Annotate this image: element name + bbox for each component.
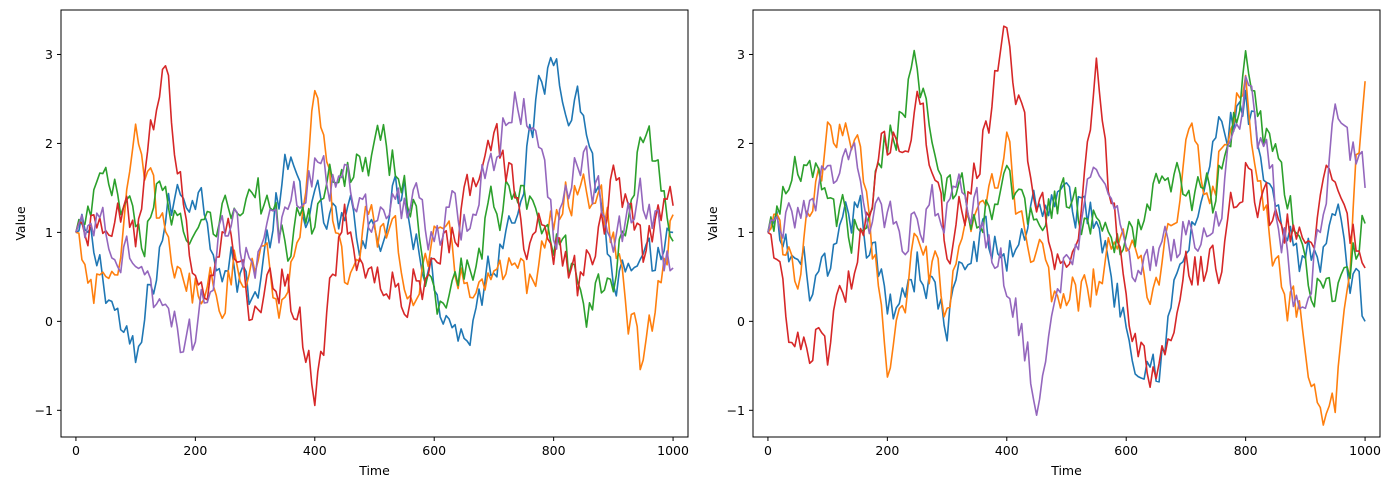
y-tick-label: 2 — [737, 136, 745, 151]
y-tick-label: 3 — [45, 47, 53, 62]
left-chart: 0 200 400 600 800 1000 −1 0 1 2 3 Time Value — [13, 9, 689, 478]
series-line-2 — [767, 74, 1366, 426]
y-tick-label: 0 — [737, 314, 745, 329]
axes-frame — [752, 9, 1381, 438]
y-tick-label: 0 — [45, 314, 53, 329]
x-tick-label: 600 — [422, 443, 446, 458]
y-tick-label: −1 — [35, 403, 53, 418]
series-group — [767, 25, 1366, 426]
x-tick-label: 400 — [995, 443, 1019, 458]
x-tick-label: 1000 — [657, 443, 689, 458]
x-tick-label: 0 — [764, 443, 772, 458]
y-tick-label: 2 — [45, 136, 53, 151]
x-tick-label: 0 — [72, 443, 80, 458]
series-line-3 — [75, 123, 674, 328]
series-line-1 — [767, 89, 1366, 383]
y-tick-label: 1 — [45, 225, 53, 240]
series-line-3 — [767, 49, 1366, 308]
axes-frame — [60, 9, 689, 438]
x-axis-label: Time — [358, 463, 390, 478]
x-tick-label: 400 — [303, 443, 327, 458]
x-tick-label: 1000 — [1349, 443, 1381, 458]
series-line-5 — [767, 75, 1366, 416]
y-axis-label: Value — [705, 206, 720, 241]
y-tick-label: 3 — [737, 47, 745, 62]
x-axis-label: Time — [1050, 463, 1082, 478]
x-tick-label: 800 — [1234, 443, 1258, 458]
x-tick-label: 200 — [183, 443, 207, 458]
x-tick-label: 200 — [875, 443, 899, 458]
y-tick-label: −1 — [727, 403, 745, 418]
series-line-4 — [767, 25, 1366, 388]
series-group — [75, 56, 674, 407]
series-line-1 — [75, 56, 674, 364]
right-chart: 0 200 400 600 800 1000 −1 0 1 2 3 Time Value — [705, 9, 1381, 478]
x-tick-label: 600 — [1114, 443, 1138, 458]
series-line-4 — [75, 65, 674, 407]
x-tick-label: 800 — [542, 443, 566, 458]
series-line-2 — [75, 89, 674, 371]
y-axis-label: Value — [13, 206, 28, 241]
y-tick-label: 1 — [737, 225, 745, 240]
series-line-5 — [75, 91, 674, 354]
